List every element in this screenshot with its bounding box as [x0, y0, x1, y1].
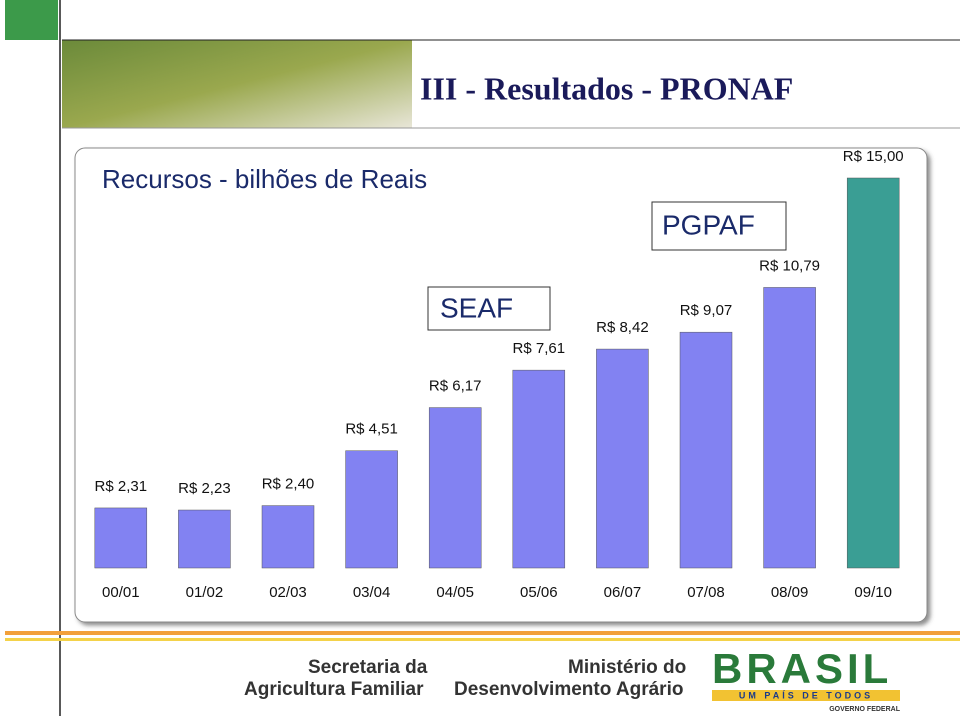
bar	[345, 450, 398, 569]
annotation: SEAF	[440, 292, 513, 323]
x-tick-label: 05/06	[520, 584, 558, 601]
bar	[261, 505, 315, 569]
logo-text: Secretaria da	[308, 657, 428, 678]
footer-stripe	[5, 638, 960, 641]
logo-text: Agricultura Familiar	[244, 679, 424, 700]
logo-text: UM PAÍS DE TODOS	[739, 690, 873, 700]
bar	[763, 287, 816, 569]
logo-text: GOVERNO FEDERAL	[829, 706, 901, 713]
logo-text: BRASIL	[712, 645, 892, 692]
x-tick-label: 01/02	[186, 584, 224, 601]
bar	[428, 407, 482, 569]
annotation-box	[651, 201, 787, 251]
logo-text: Ministério do	[568, 657, 686, 678]
x-tick-label: 09/10	[854, 584, 892, 601]
logo-band	[712, 690, 900, 701]
header-photo	[62, 40, 412, 128]
slide-title: III - Resultados - PRONAF	[420, 70, 793, 106]
value-label: R$ 8,42	[596, 319, 649, 336]
x-tick-label: 02/03	[269, 584, 307, 601]
corner-block	[5, 0, 58, 40]
value-label: R$ 2,23	[178, 480, 231, 497]
value-label: R$ 4,51	[345, 421, 398, 438]
value-label: R$ 10,79	[759, 257, 820, 274]
bar	[846, 177, 900, 569]
x-tick-label: 00/01	[102, 584, 140, 601]
chart-subtitle: Recursos - bilhões de Reais	[102, 164, 427, 194]
annotation-box	[427, 286, 551, 331]
footer-stripe	[5, 631, 960, 635]
bar	[596, 348, 649, 569]
bar	[94, 507, 148, 569]
bar	[178, 509, 231, 569]
x-tick-label: 03/04	[353, 584, 391, 601]
value-label: R$ 6,17	[429, 378, 482, 395]
plot: R$ 2,31 00/01 R$ 2,23 01/02 R$ 2,40 02/03 R$ 4…	[95, 148, 904, 601]
x-tick-label: 08/09	[771, 584, 809, 601]
value-label: R$ 2,40	[262, 476, 315, 493]
value-label: R$ 2,31	[95, 478, 148, 495]
value-label: R$ 15,00	[843, 148, 904, 165]
x-tick-label: 06/07	[604, 584, 642, 601]
value-label: R$ 7,61	[513, 340, 566, 357]
annotation: PGPAF	[662, 209, 755, 240]
bar	[679, 331, 733, 569]
x-tick-label: 07/08	[687, 584, 725, 601]
value-label: R$ 9,07	[680, 302, 733, 319]
x-tick-label: 04/05	[436, 584, 474, 601]
logo-text: Desenvolvimento Agrário	[454, 679, 683, 700]
bar	[512, 369, 566, 569]
